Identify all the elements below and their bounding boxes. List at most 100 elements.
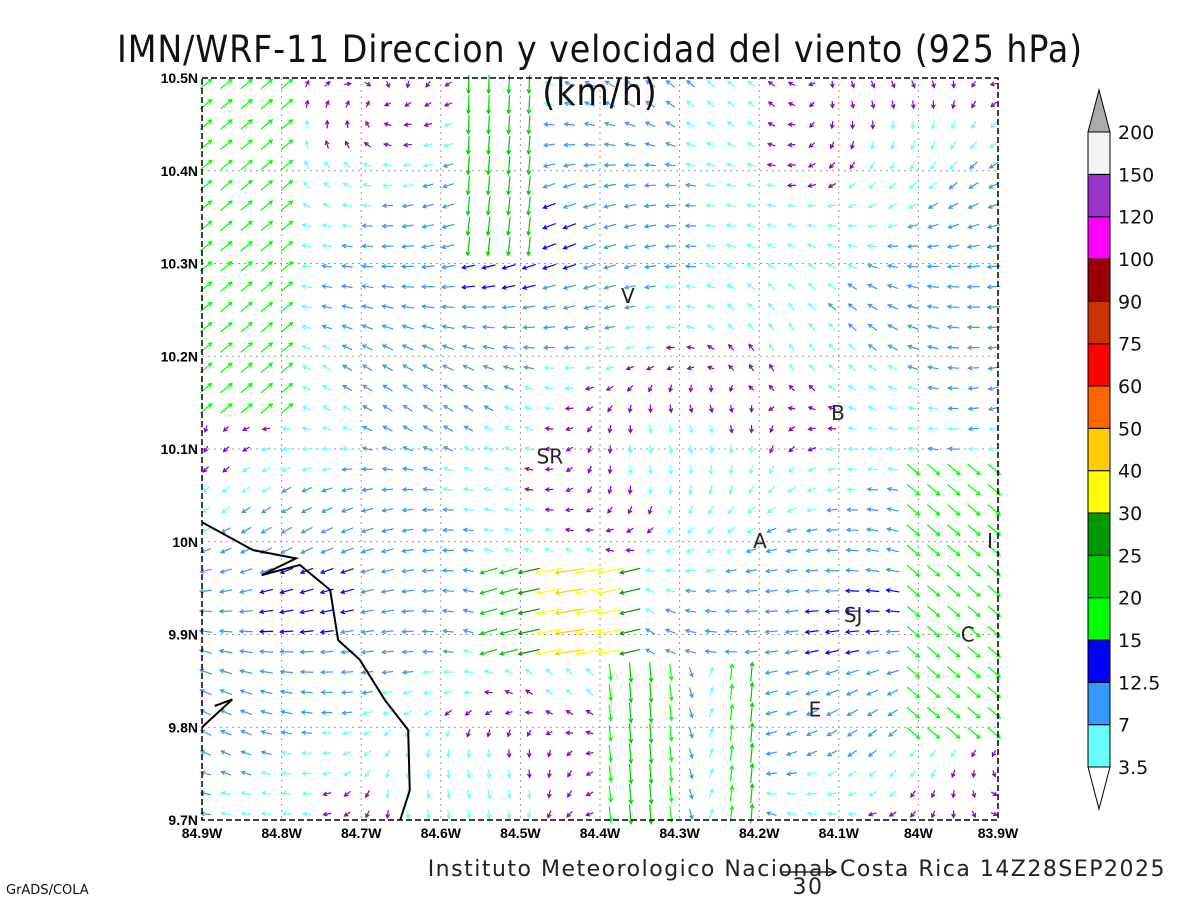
vector-head (241, 488, 247, 493)
vector-shaft (555, 567, 584, 574)
wind-vector (967, 365, 980, 371)
wind-vector (685, 548, 696, 554)
vector-head (971, 103, 976, 109)
vector-head (969, 144, 975, 150)
wind-vector (967, 706, 981, 719)
wind-vector (484, 710, 493, 716)
wind-vector (219, 547, 232, 554)
vector-head (926, 324, 932, 330)
wind-vector (727, 343, 735, 351)
wind-vector (607, 405, 613, 413)
vector-shaft (402, 325, 414, 330)
wind-vector (826, 243, 837, 249)
wind-vector (400, 568, 414, 574)
vector-head (706, 80, 712, 85)
wind-vector (596, 567, 623, 575)
vector-head (987, 446, 994, 452)
vector-head (826, 771, 833, 777)
vector-shaft (260, 567, 273, 574)
wind-vector (261, 446, 271, 452)
wind-vector (747, 80, 756, 88)
vector-head (547, 773, 552, 779)
wind-vector (870, 80, 876, 89)
vector-shaft (565, 407, 574, 410)
wind-vector (542, 163, 556, 169)
vector-head (383, 101, 390, 107)
vector-head (575, 590, 581, 595)
vector-head (526, 149, 532, 156)
wind-vector (301, 811, 312, 817)
vector-head (583, 142, 589, 148)
vector-head (768, 322, 773, 328)
vector-shaft (547, 810, 552, 818)
wind-vector (325, 99, 330, 108)
vector-head (748, 469, 754, 475)
vector-head (975, 592, 981, 598)
vector-shaft (555, 628, 584, 635)
vector-shaft (361, 547, 374, 553)
vector-head (825, 691, 831, 696)
wind-vector (421, 224, 435, 229)
vector-shaft (260, 241, 273, 252)
vector-shaft (604, 122, 616, 127)
wind-vector (321, 426, 332, 431)
vector-shaft (968, 407, 979, 410)
wind-vector (826, 507, 838, 513)
vector-shaft (626, 365, 635, 370)
vector-head (646, 365, 652, 371)
vector-shaft (707, 80, 716, 88)
vector-head (808, 384, 814, 390)
vector-head (279, 689, 285, 695)
vector-shaft (726, 183, 736, 187)
wind-vector (340, 547, 354, 554)
wind-vector (726, 526, 736, 534)
wind-vector (664, 608, 676, 614)
vector-shaft (524, 366, 535, 370)
vector-head (241, 508, 247, 514)
vector-shaft (926, 727, 940, 739)
vector-shaft (442, 244, 455, 249)
vector-head (240, 729, 246, 735)
wind-vector (729, 424, 734, 434)
vector-shaft (220, 78, 233, 90)
vector-head (966, 324, 972, 330)
vector-head (709, 686, 714, 693)
vector-shaft (443, 405, 454, 412)
wind-vector (608, 745, 614, 763)
vector-shaft (886, 610, 900, 613)
wind-vector (220, 402, 233, 414)
wind-vector (603, 183, 616, 189)
wind-vector (565, 446, 574, 452)
vector-shaft (362, 265, 374, 268)
vector-shaft (525, 447, 534, 451)
vector-head (207, 119, 213, 124)
wind-vector (850, 120, 856, 130)
vector-head (709, 707, 714, 713)
vector-shaft (447, 769, 450, 778)
vector-shaft (467, 156, 470, 175)
wind-vector (381, 690, 393, 696)
wind-vector (826, 729, 838, 737)
wind-vector (486, 95, 492, 115)
vector-head (304, 99, 310, 105)
vector-head (915, 632, 921, 638)
vector-head (689, 713, 694, 719)
vector-head (648, 428, 654, 434)
vector-shaft (402, 224, 414, 228)
vector-head (886, 243, 892, 249)
vector-head (603, 121, 610, 127)
wind-vector (608, 663, 614, 682)
wind-vector (596, 649, 623, 656)
wind-vector (582, 183, 596, 189)
wind-vector (240, 159, 253, 171)
wind-vector (575, 567, 604, 575)
wind-vector (805, 689, 819, 696)
wind-vector (535, 608, 563, 616)
vector-shaft (749, 465, 754, 474)
vector-shaft (423, 671, 434, 673)
vector-head (619, 630, 625, 636)
vector-head (749, 407, 754, 414)
vector-shaft (729, 745, 733, 761)
vector-shaft (282, 447, 292, 451)
vector-shaft (889, 181, 897, 189)
